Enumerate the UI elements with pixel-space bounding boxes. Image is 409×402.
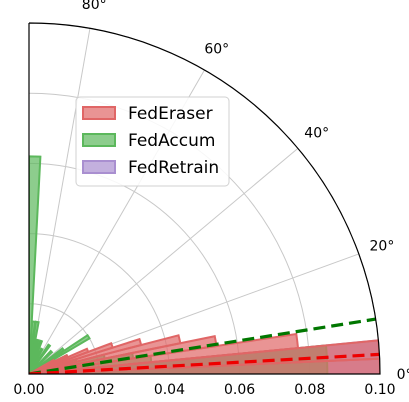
r-tick-label: 0.10 <box>364 382 395 398</box>
theta-tick-label: 40° <box>304 126 329 142</box>
angular-tick-labels: 0° 20° 40° 60° 80° <box>82 0 409 383</box>
radial-tick-labels: 0.00 0.02 0.04 0.06 0.08 0.10 <box>13 382 395 398</box>
legend-swatch-fedaccum <box>83 134 115 146</box>
r-tick-label: 0.04 <box>154 382 185 398</box>
legend-label-fedretrain: FedRetrain <box>128 158 219 178</box>
r-tick-label: 0.06 <box>224 382 255 398</box>
r-tick-label: 0.00 <box>13 382 44 398</box>
theta-tick-label: 80° <box>82 0 107 13</box>
r-tick-label: 0.02 <box>84 382 115 398</box>
legend: FedEraser FedAccum FedRetrain <box>76 97 229 186</box>
legend-label-fedaccum: FedAccum <box>128 131 215 151</box>
theta-tick-label: 0° <box>397 367 409 383</box>
legend-swatch-federaser <box>83 107 115 119</box>
polar-grid <box>29 23 380 374</box>
legend-swatch-fedretrain <box>83 161 115 173</box>
r-tick-label: 0.08 <box>294 382 325 398</box>
legend-label-federaser: FedEraser <box>128 104 213 124</box>
theta-tick-label: 60° <box>204 42 229 58</box>
theta-tick-label: 20° <box>370 239 395 255</box>
